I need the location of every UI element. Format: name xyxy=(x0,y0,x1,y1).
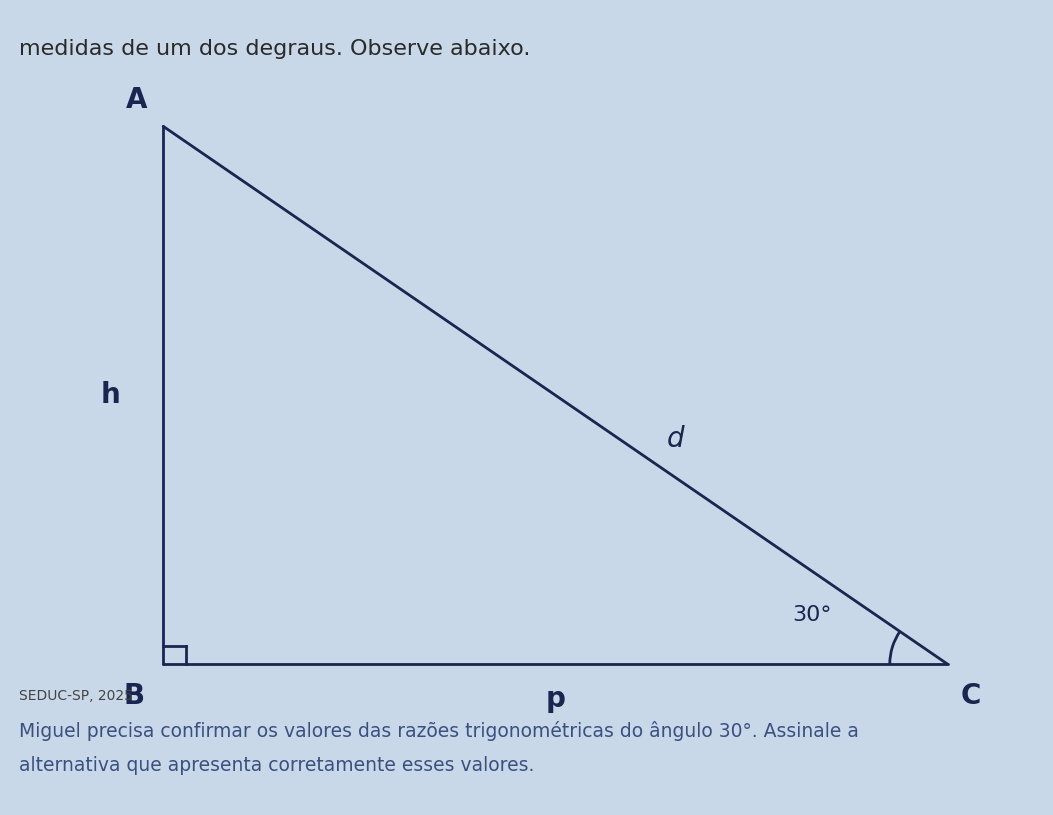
Text: A: A xyxy=(126,86,147,114)
Text: 30°: 30° xyxy=(793,605,832,624)
Text: C: C xyxy=(960,682,981,710)
Text: p: p xyxy=(545,685,565,712)
Text: B: B xyxy=(123,682,144,710)
Text: alternativa que apresenta corretamente esses valores.: alternativa que apresenta corretamente e… xyxy=(19,756,534,775)
Text: SEDUC-SP, 2025: SEDUC-SP, 2025 xyxy=(19,689,133,703)
Text: Miguel precisa confirmar os valores das razões trigonométricas do ângulo 30°. As: Miguel precisa confirmar os valores das … xyxy=(19,721,859,742)
Text: d: d xyxy=(668,425,684,453)
Text: h: h xyxy=(101,381,120,409)
Text: medidas de um dos degraus. Observe abaixo.: medidas de um dos degraus. Observe abaix… xyxy=(19,39,531,59)
